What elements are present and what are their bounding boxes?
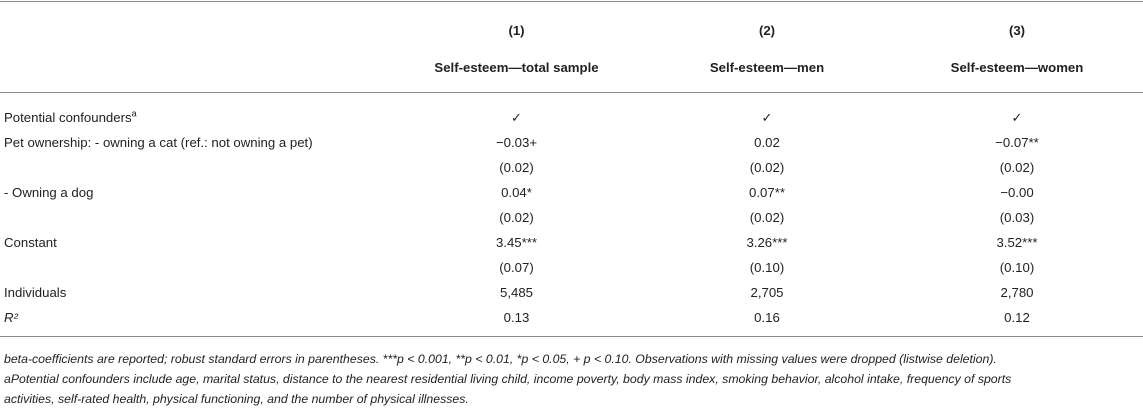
table-row: Pet ownership: - owning a cat (ref.: not… [0,130,1143,155]
column-title: Self-esteem—men [709,60,825,75]
table-cell: (0.07) [499,260,534,275]
top-rule [0,1,1143,2]
row-label: R² [4,310,18,325]
table-cell: ✓ [761,109,773,125]
table-cell: (0.02) [499,210,534,225]
row-label [0,205,390,230]
column-number-row: (1) (2) (3) [0,0,1143,58]
header-rule [0,92,1143,93]
table-cell: 2,780 [1000,285,1034,300]
table-cell: 3.45*** [495,235,538,250]
row-label: - Owning a dog [4,185,94,200]
regression-table: (1) (2) (3) Self-esteem—total sample Sel… [0,0,1143,330]
table-cell: −0.00 [1000,185,1034,200]
table-cell: ✓ [510,109,523,125]
table-cell: (0.02) [499,160,534,175]
table-note: beta-coefficients are reported; robust s… [4,352,997,366]
column-title: Self-esteem—total sample [434,60,599,75]
table-cell: 2,705 [750,285,784,300]
table-row: (0.07) (0.10) (0.10) [0,255,1143,280]
row-label [0,155,390,180]
header-blank-cell [0,0,390,58]
footnote-marker: a [131,108,137,119]
row-label: Individuals [4,285,67,300]
table-cell: 3.26*** [746,235,788,250]
table-row: R² 0.13 0.16 0.12 [0,305,1143,330]
table-cell: 0.04* [501,185,532,200]
row-label [0,255,390,280]
bottom-rule [0,336,1143,337]
table-cell: (0.03) [999,210,1035,225]
table-note: aPotential confounders include age, mari… [4,372,1012,386]
table-row: Potential confoundersa ✓ ✓ ✓ [0,105,1143,130]
table-row: (0.02) (0.02) (0.03) [0,205,1143,230]
table-cell: 0.16 [754,310,780,325]
table-cell: 0.07** [749,185,785,200]
table-cell: (0.02) [749,160,785,175]
table-cell: (0.02) [749,210,785,225]
table-row: - Owning a dog 0.04* 0.07** −0.00 [0,180,1143,205]
table-cell: (0.02) [999,160,1035,175]
column-title-row: Self-esteem—total sample Self-esteem—men… [0,58,1143,96]
table-cell: 0.02 [754,135,780,150]
column-number: (3) [1008,22,1026,38]
column-number: (2) [758,22,776,38]
spacer [0,96,1143,105]
table-cell: −0.07** [995,135,1039,150]
table-cell: (0.10) [999,260,1035,275]
row-label: Pet ownership: - owning a cat (ref.: not… [4,135,313,150]
table-cell: ✓ [1011,109,1023,125]
table-row: (0.02) (0.02) (0.02) [0,155,1143,180]
table-note: activities, self-rated health, physical … [4,392,469,406]
table-row: Individuals 5,485 2,705 2,780 [0,280,1143,305]
table-cell: 0.13 [503,310,530,325]
row-label: Constant [4,235,57,250]
column-number: (1) [508,22,525,38]
table-row: Constant 3.45*** 3.26*** 3.52*** [0,230,1143,255]
table-cell: 0.12 [1004,310,1030,325]
column-title: Self-esteem—women [950,60,1084,75]
table-cell: 3.52*** [996,235,1038,250]
table-notes: beta-coefficients are reported; robust s… [4,349,1140,409]
table-cell: (0.10) [749,260,785,275]
header-blank-cell [0,58,390,96]
table-cell: 5,485 [499,285,533,300]
table-cell: −0.03+ [495,135,538,150]
row-label: Potential confoundersa [4,108,137,125]
